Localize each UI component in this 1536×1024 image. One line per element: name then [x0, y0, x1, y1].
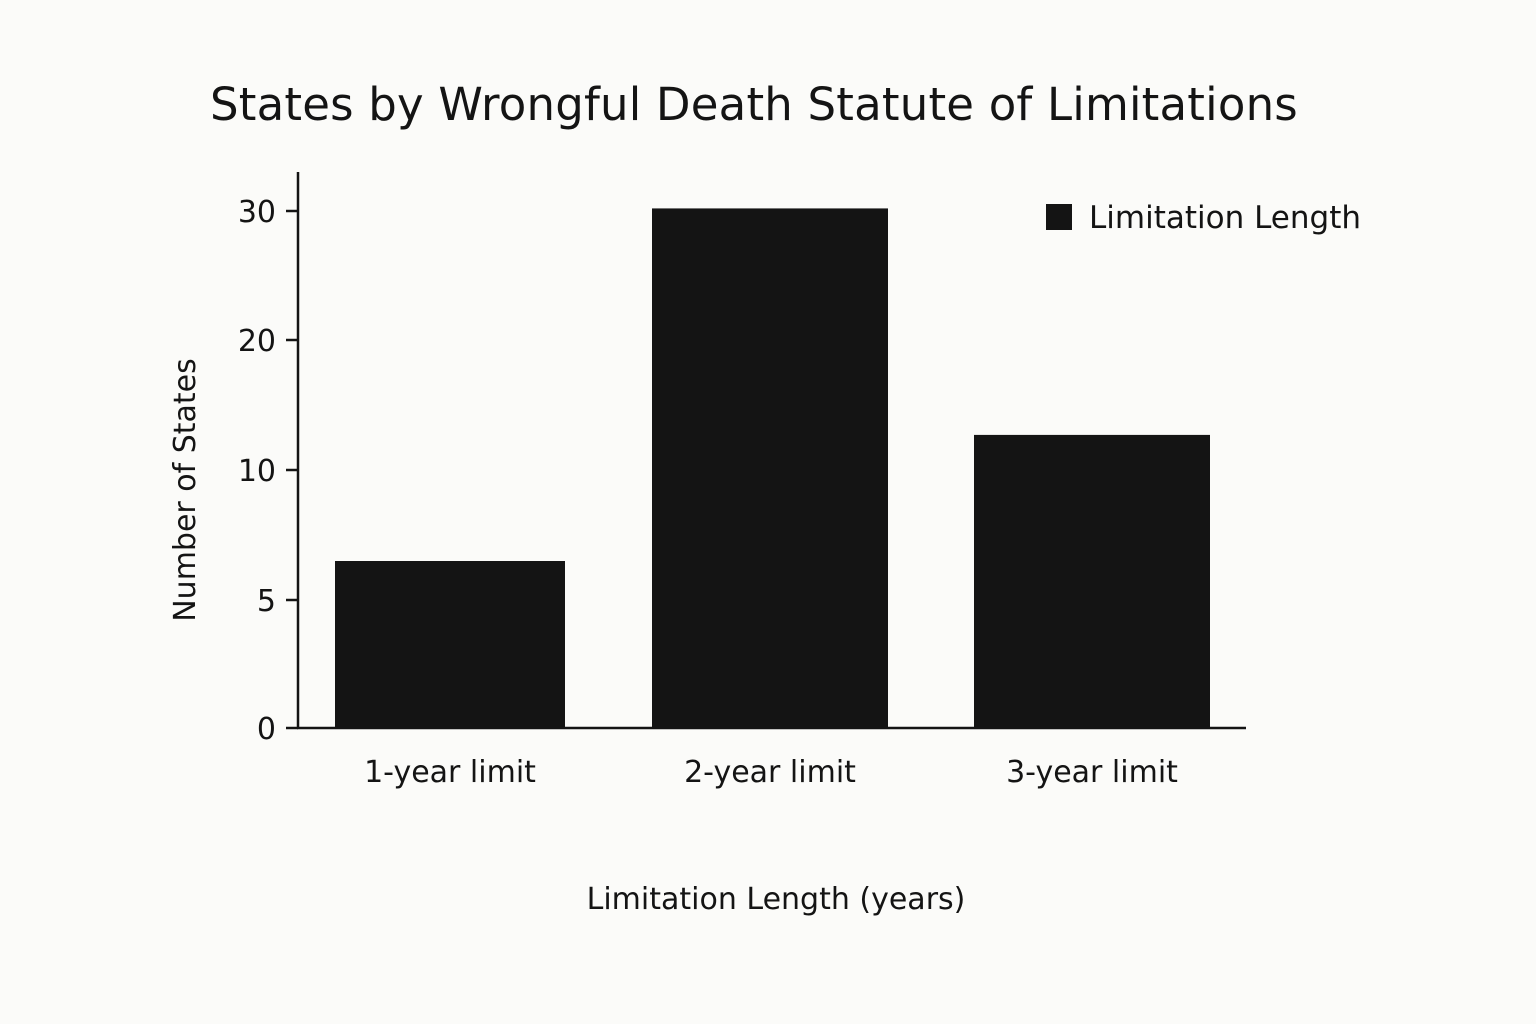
bar-2 [652, 208, 888, 729]
bar-3 [974, 434, 1210, 728]
x-tick-label: 1-year limit [364, 755, 536, 790]
x-tick-label: 2-year limit [684, 755, 856, 790]
x-axis-label: Limitation Length (years) [587, 882, 966, 917]
bar-1 [335, 561, 565, 728]
y-axis-ticks: 0 5 10 20 30 [238, 195, 298, 747]
y-tick-label: 0 [257, 712, 276, 747]
y-tick-label: 5 [257, 584, 276, 619]
y-tick-label: 20 [238, 324, 276, 359]
y-axis-label: Number of States [168, 358, 203, 622]
chart-title: States by Wrongful Death Statute of Limi… [210, 78, 1298, 131]
bars-group [335, 208, 1210, 729]
x-axis-ticks: 1-year limit 2-year limit 3-year limit [364, 755, 1178, 790]
legend-swatch [1046, 204, 1072, 230]
x-tick-label: 3-year limit [1006, 755, 1178, 790]
legend-label: Limitation Length [1089, 200, 1361, 236]
y-tick-label: 30 [238, 195, 276, 230]
y-tick-label: 10 [238, 454, 276, 489]
legend: Limitation Length [1046, 200, 1361, 236]
